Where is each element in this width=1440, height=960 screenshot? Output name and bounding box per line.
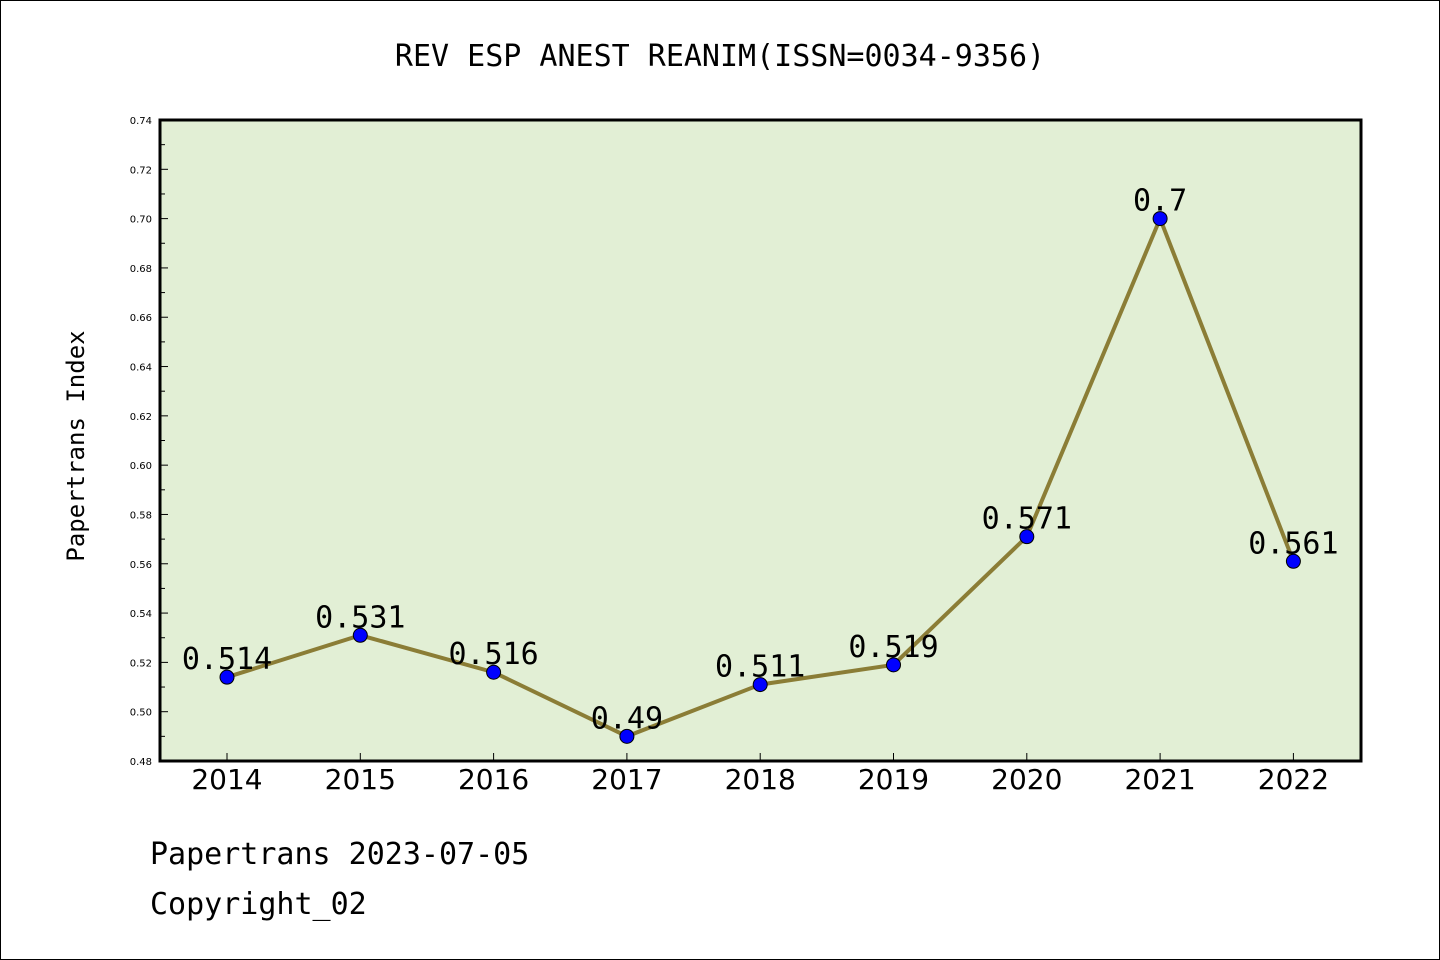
x-tick-label: 2014	[191, 763, 262, 796]
series-papertrans-index	[219, 211, 1301, 744]
x-tick-label: 2015	[325, 763, 396, 796]
y-axis-label: Papertrans Index	[62, 330, 90, 561]
data-point-marker	[486, 664, 502, 680]
data-label: 0.49	[591, 701, 663, 736]
y-tick-label: 0.60	[130, 461, 152, 472]
footer-date: Papertrans 2023-07-05	[150, 837, 529, 872]
y-tick-label: 0.54	[130, 609, 152, 620]
data-point-marker	[1285, 553, 1301, 569]
y-tick-label: 0.66	[130, 313, 152, 324]
y-tick-label: 0.56	[130, 560, 152, 571]
x-tick-label: 2016	[458, 763, 529, 796]
y-tick-label: 0.70	[130, 215, 152, 226]
y-tick-label: 0.64	[130, 363, 152, 374]
data-point-marker	[752, 677, 768, 693]
y-tick-label: 0.62	[130, 412, 152, 423]
data-label: 0.516	[448, 637, 538, 672]
y-tick-label: 0.58	[130, 510, 152, 521]
y-tick-label: 0.68	[130, 264, 152, 275]
plot-area	[160, 120, 1361, 761]
plot-border	[158, 118, 1363, 763]
x-tick-label: 2022	[1258, 763, 1329, 796]
x-tick-label: 2017	[591, 763, 662, 796]
y-tick-label: 0.48	[130, 757, 152, 768]
x-tick-label: 2019	[858, 763, 929, 796]
data-point-marker	[1019, 529, 1035, 545]
data-labels: 0.514 0.531 0.516 0.49 0.511 0.519 0.571 0.7 0.5…	[182, 184, 1339, 737]
y-tick-label: 0.50	[130, 708, 152, 719]
y-axis: 0.48 0.50 0.52 0.54 0.56 0.58 0.60 0.62 0.64 0.66…	[130, 116, 168, 768]
data-point-marker	[352, 627, 368, 643]
footer-copyright: Copyright_02	[150, 887, 367, 922]
data-label: 0.531	[315, 600, 405, 635]
x-tick-label: 2021	[1124, 763, 1195, 796]
data-label: 0.514	[182, 642, 272, 677]
data-point-marker	[1152, 211, 1168, 227]
data-label: 0.571	[982, 502, 1072, 537]
data-point-marker	[219, 669, 235, 685]
x-tick-label: 2020	[991, 763, 1062, 796]
data-point-marker	[619, 728, 635, 744]
y-tick-label: 0.74	[130, 116, 152, 127]
data-label: 0.519	[848, 630, 938, 665]
y-tick-label: 0.72	[130, 165, 152, 176]
x-axis: 2014 2015 2016 2017 2018 2019 2020 2021 2022	[191, 753, 1329, 796]
chart-title: REV ESP ANEST REANIM(ISSN=0034-9356)	[395, 39, 1045, 74]
data-point-marker	[886, 657, 901, 673]
data-label: 0.561	[1248, 526, 1338, 561]
data-label: 0.511	[715, 650, 805, 685]
x-tick-label: 2018	[725, 763, 796, 796]
y-tick-label: 0.52	[130, 658, 152, 669]
data-label: 0.7	[1133, 184, 1187, 219]
